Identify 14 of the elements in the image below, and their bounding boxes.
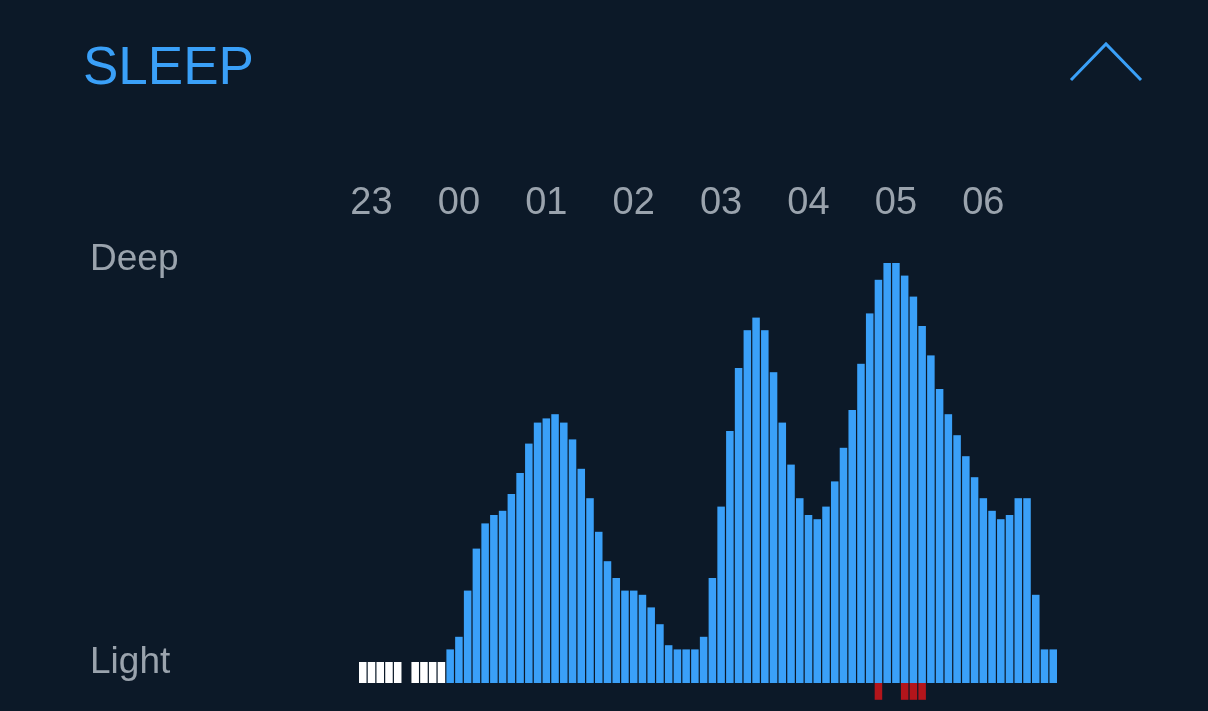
x-tick-label: 02 <box>612 180 655 222</box>
bar <box>900 683 909 700</box>
x-tick-label: 06 <box>962 180 1005 222</box>
x-tick-label: 05 <box>874 180 918 222</box>
text: Light <box>90 640 171 681</box>
text: Deep <box>90 237 179 278</box>
x-tick-label: 23 <box>350 180 393 222</box>
chart-title: SLEEP <box>83 36 254 95</box>
bar <box>437 662 446 683</box>
bar <box>874 683 883 700</box>
x-tick-label: 01 <box>525 180 568 222</box>
x-tick-label: 04 <box>787 180 830 222</box>
x-tick-label: 03 <box>699 180 743 222</box>
x-tick-label: 00 <box>437 180 481 222</box>
